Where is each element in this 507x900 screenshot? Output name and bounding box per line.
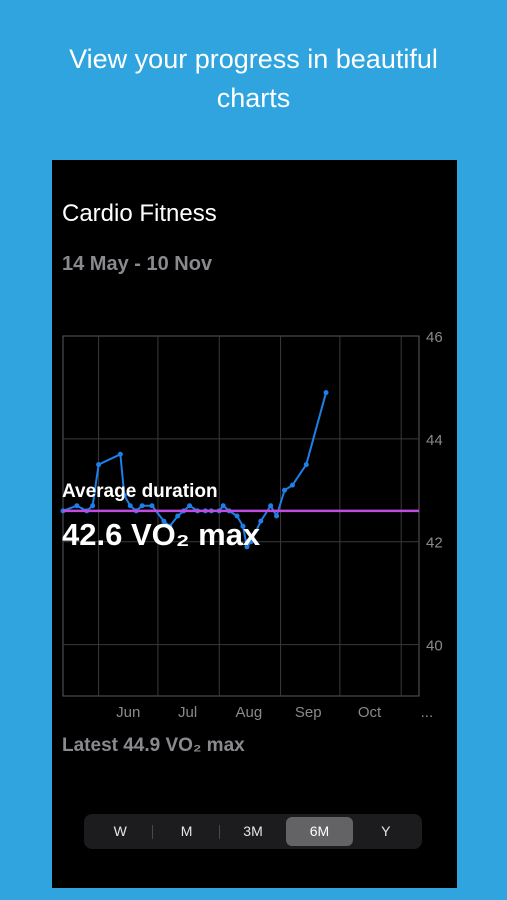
x-tick-label: Jul <box>178 704 197 721</box>
data-point <box>175 513 181 519</box>
data-point <box>303 462 309 468</box>
promo-headline: View your progress in beautiful charts <box>0 40 507 118</box>
data-point <box>167 523 173 529</box>
data-point <box>244 544 250 550</box>
data-point <box>220 503 226 509</box>
data-point <box>127 503 133 509</box>
data-point <box>248 539 254 545</box>
segment-m[interactable]: M <box>153 817 220 846</box>
x-tick-label: Aug <box>236 704 263 721</box>
segment-divider <box>218 825 220 839</box>
y-tick-label: 40 <box>426 638 443 655</box>
average-value: 42.6 VO₂ max <box>62 517 261 552</box>
time-range-segmented-control[interactable]: W M 3M 6M Y <box>84 814 422 849</box>
promo-headline-line1: View your progress in beautiful <box>69 44 438 74</box>
data-point <box>161 518 167 524</box>
promo-headline-line2: charts <box>216 83 291 113</box>
data-point <box>234 513 240 519</box>
y-tick-label: 46 <box>426 329 443 346</box>
data-point <box>149 503 155 509</box>
x-tick-label: Jun <box>116 704 140 721</box>
segment-w[interactable]: W <box>87 817 154 846</box>
latest-value: Latest 44.9 VO₂ max <box>62 735 245 756</box>
data-point <box>96 462 102 468</box>
segment-3m[interactable]: 3M <box>243 823 263 839</box>
plot-frame <box>62 335 420 697</box>
data-point <box>274 513 280 519</box>
date-range: 14 May - 10 Nov <box>62 253 213 275</box>
data-point <box>139 503 145 509</box>
data-point <box>323 390 329 396</box>
data-point <box>240 523 246 529</box>
page-title: Cardio Fitness <box>62 200 217 227</box>
data-point <box>289 482 295 488</box>
cardio-fitness-chart[interactable]: 40 42 44 46 Jun Jul Aug Sep Oct... <box>52 320 457 730</box>
y-tick-label: 42 <box>426 535 443 552</box>
y-tick-label: 44 <box>426 432 443 449</box>
data-point <box>187 503 193 509</box>
data-point <box>282 487 288 493</box>
data-point <box>268 503 274 509</box>
segment-divider <box>152 825 154 839</box>
segment-y[interactable]: Y <box>381 823 391 839</box>
data-point <box>117 451 123 457</box>
data-point <box>121 492 127 498</box>
data-point <box>74 503 80 509</box>
x-tick-label: ... <box>421 704 434 721</box>
data-point <box>258 518 264 524</box>
data-point <box>90 503 96 509</box>
phone-screen: Cardio Fitness 14 May - 10 Nov 40 42 44 46 J… <box>52 160 457 888</box>
x-tick-label: Oct <box>358 704 382 721</box>
x-tick-label: Sep <box>295 704 322 721</box>
segment-6m[interactable]: 6M <box>286 817 353 846</box>
average-label: Average duration <box>62 481 218 502</box>
